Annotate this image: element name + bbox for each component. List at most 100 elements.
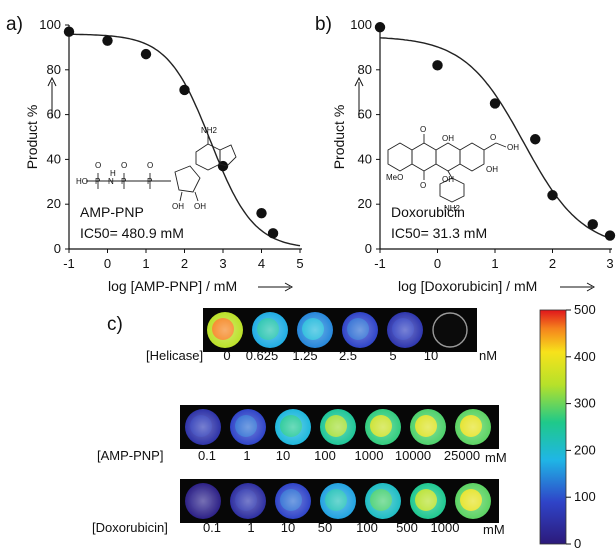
- panel-b-fit-curve: [379, 37, 611, 239]
- plate-concentration-label: 5: [389, 348, 396, 363]
- plate-concentration-label: 0: [223, 348, 230, 363]
- colorbar-tick-label: 0: [574, 536, 581, 550]
- panel-b-y-tick-label: 40: [358, 151, 372, 166]
- panel-a-data-point: [256, 207, 267, 219]
- plate-unit-label: nM: [479, 348, 497, 363]
- panel-b-y-tick-label: 80: [358, 62, 372, 77]
- colorbar-ticks: 0 100 200 300 400 500: [566, 302, 596, 551]
- plate-well-sheen: [410, 409, 446, 445]
- plate-well-sheen: [275, 483, 311, 519]
- doxorubicin-structure: [387, 134, 507, 203]
- plate-concentration-label: 10: [424, 348, 438, 363]
- plate-row: [AMP-PNP] 0.1 1 10 100 1000 10000 25000 mM: [97, 405, 507, 465]
- panel-a-x-title: log [AMP-PNP] / mM: [108, 278, 237, 294]
- panel-a-y-title: Product %: [24, 105, 40, 170]
- panel-b-x-tick-label: 1: [491, 256, 498, 271]
- panel-b-data-point: [604, 230, 616, 241]
- plate-well-sheen: [365, 409, 401, 445]
- panel-b-compound: Doxorubicin: [391, 204, 465, 220]
- svg-text:OH: OH: [507, 143, 519, 152]
- svg-text:O: O: [490, 133, 496, 142]
- panel-b-data-point: [374, 22, 386, 33]
- svg-text:MeO: MeO: [386, 173, 403, 182]
- plate-concentration-label: 1000: [355, 448, 384, 463]
- panel-a-y-tick-label: 40: [47, 151, 61, 166]
- panel-b-y-tick-label: 60: [358, 107, 372, 122]
- svg-text:O: O: [420, 181, 426, 190]
- panel-a-y-tick-label: 80: [47, 62, 61, 77]
- plate-concentration-label: 10: [281, 520, 295, 535]
- plate-concentration-label: 1000: [431, 520, 460, 535]
- panel-a-data-point: [102, 35, 113, 46]
- panel-a-y-tick-label: 100: [39, 17, 61, 32]
- plate-unit-label: mM: [485, 450, 507, 465]
- plate-row-label: [AMP-PNP]: [97, 448, 163, 463]
- svg-text:H: H: [110, 169, 116, 178]
- plate-well: [432, 312, 468, 348]
- colorbar-tick-label: 500: [574, 302, 596, 317]
- plate-strip: [203, 308, 477, 352]
- panel-a-data-point: [63, 26, 75, 37]
- panel-a-data-point: [179, 84, 190, 96]
- colorbar-tick-label: 300: [574, 396, 596, 411]
- panel-b-data-point: [547, 190, 558, 201]
- panel-a-x-tick-label: 4: [258, 256, 265, 271]
- panel-a-data-point: [140, 48, 152, 60]
- panel-a-compound: AMP-PNP: [80, 204, 144, 220]
- plate-concentration-label: 1: [243, 448, 250, 463]
- panel-a-x-tick-label: 0: [104, 256, 111, 271]
- plate-concentration-label: 10: [276, 448, 290, 463]
- svg-text:O: O: [420, 125, 426, 134]
- plate-concentration-label: 10000: [395, 448, 431, 463]
- plate-row: [Helicase] 0 0.625 1.25 2.5 5 10 nM: [146, 308, 497, 363]
- panel-a-x-tick-label: -1: [63, 256, 75, 271]
- panel-b-points: [374, 22, 616, 241]
- panel-b-x-tick-label: 2: [549, 256, 556, 271]
- colorbar: 0 100 200 300 400 500: [539, 302, 596, 551]
- plate-concentration-label: 0.1: [203, 520, 221, 535]
- svg-text:OH: OH: [442, 134, 454, 143]
- plate-well-sheen: [320, 483, 356, 519]
- panel-b-data-point: [530, 134, 541, 145]
- plate-well-sheen: [207, 312, 243, 348]
- panel-b-y-title: Product %: [331, 105, 347, 170]
- colorbar-tick-label: 100: [574, 489, 596, 504]
- plate-rows: [Helicase] 0 0.625 1.25 2.5 5 10 nM [AMP-PNP] 0.1…: [92, 308, 507, 537]
- panel-a-ic50: IC50= 480.9 mM: [80, 225, 184, 241]
- svg-text:P: P: [95, 177, 100, 186]
- panel-b-ic50: IC50= 31.3 mM: [391, 225, 487, 241]
- plate-row: [Doxorubicin] 0.1 1 10 50 100 500 1000 mM: [92, 479, 505, 537]
- svg-text:OH: OH: [442, 175, 454, 184]
- colorbar-gradient: [539, 309, 567, 545]
- svg-text:O: O: [95, 161, 101, 170]
- plate-well-sheen: [455, 483, 491, 519]
- plate-well-sheen: [230, 483, 266, 519]
- plate-concentration-label: 0.1: [198, 448, 216, 463]
- svg-text:O: O: [121, 161, 127, 170]
- amp-pnp-structure-labels: HO O P N H O P O P NH2 OH OH: [76, 126, 218, 211]
- panel-c-letter: c): [107, 314, 123, 335]
- panel-b-data-point: [489, 98, 501, 109]
- svg-text:OH: OH: [172, 202, 184, 211]
- svg-text:NH2: NH2: [201, 126, 218, 135]
- panel-a-y-tick-label: 0: [54, 241, 61, 256]
- plate-well-sheen: [275, 409, 311, 445]
- panel-a-y-tick-label: 60: [47, 107, 61, 122]
- panel-a-x-arrowhead: [284, 282, 294, 292]
- svg-text:OH: OH: [194, 202, 206, 211]
- svg-text:HO: HO: [76, 177, 88, 186]
- plate-concentration-label: 1: [247, 520, 254, 535]
- plate-concentration-label: 2.5: [339, 348, 357, 363]
- plate-well-sheen: [252, 312, 288, 348]
- plate-well-sheen: [365, 483, 401, 519]
- panel-a-x-tick-label: 2: [181, 256, 188, 271]
- panel-b-y-tick-label: 0: [365, 241, 372, 256]
- plate-concentration-label: 0.625: [246, 348, 279, 363]
- plate-well-sheen: [230, 409, 266, 445]
- panel-a-y-arrowhead: [47, 76, 57, 87]
- svg-text:P: P: [121, 177, 126, 186]
- colorbar-tick-label: 400: [574, 349, 596, 364]
- panel-b-data-point: [432, 60, 443, 71]
